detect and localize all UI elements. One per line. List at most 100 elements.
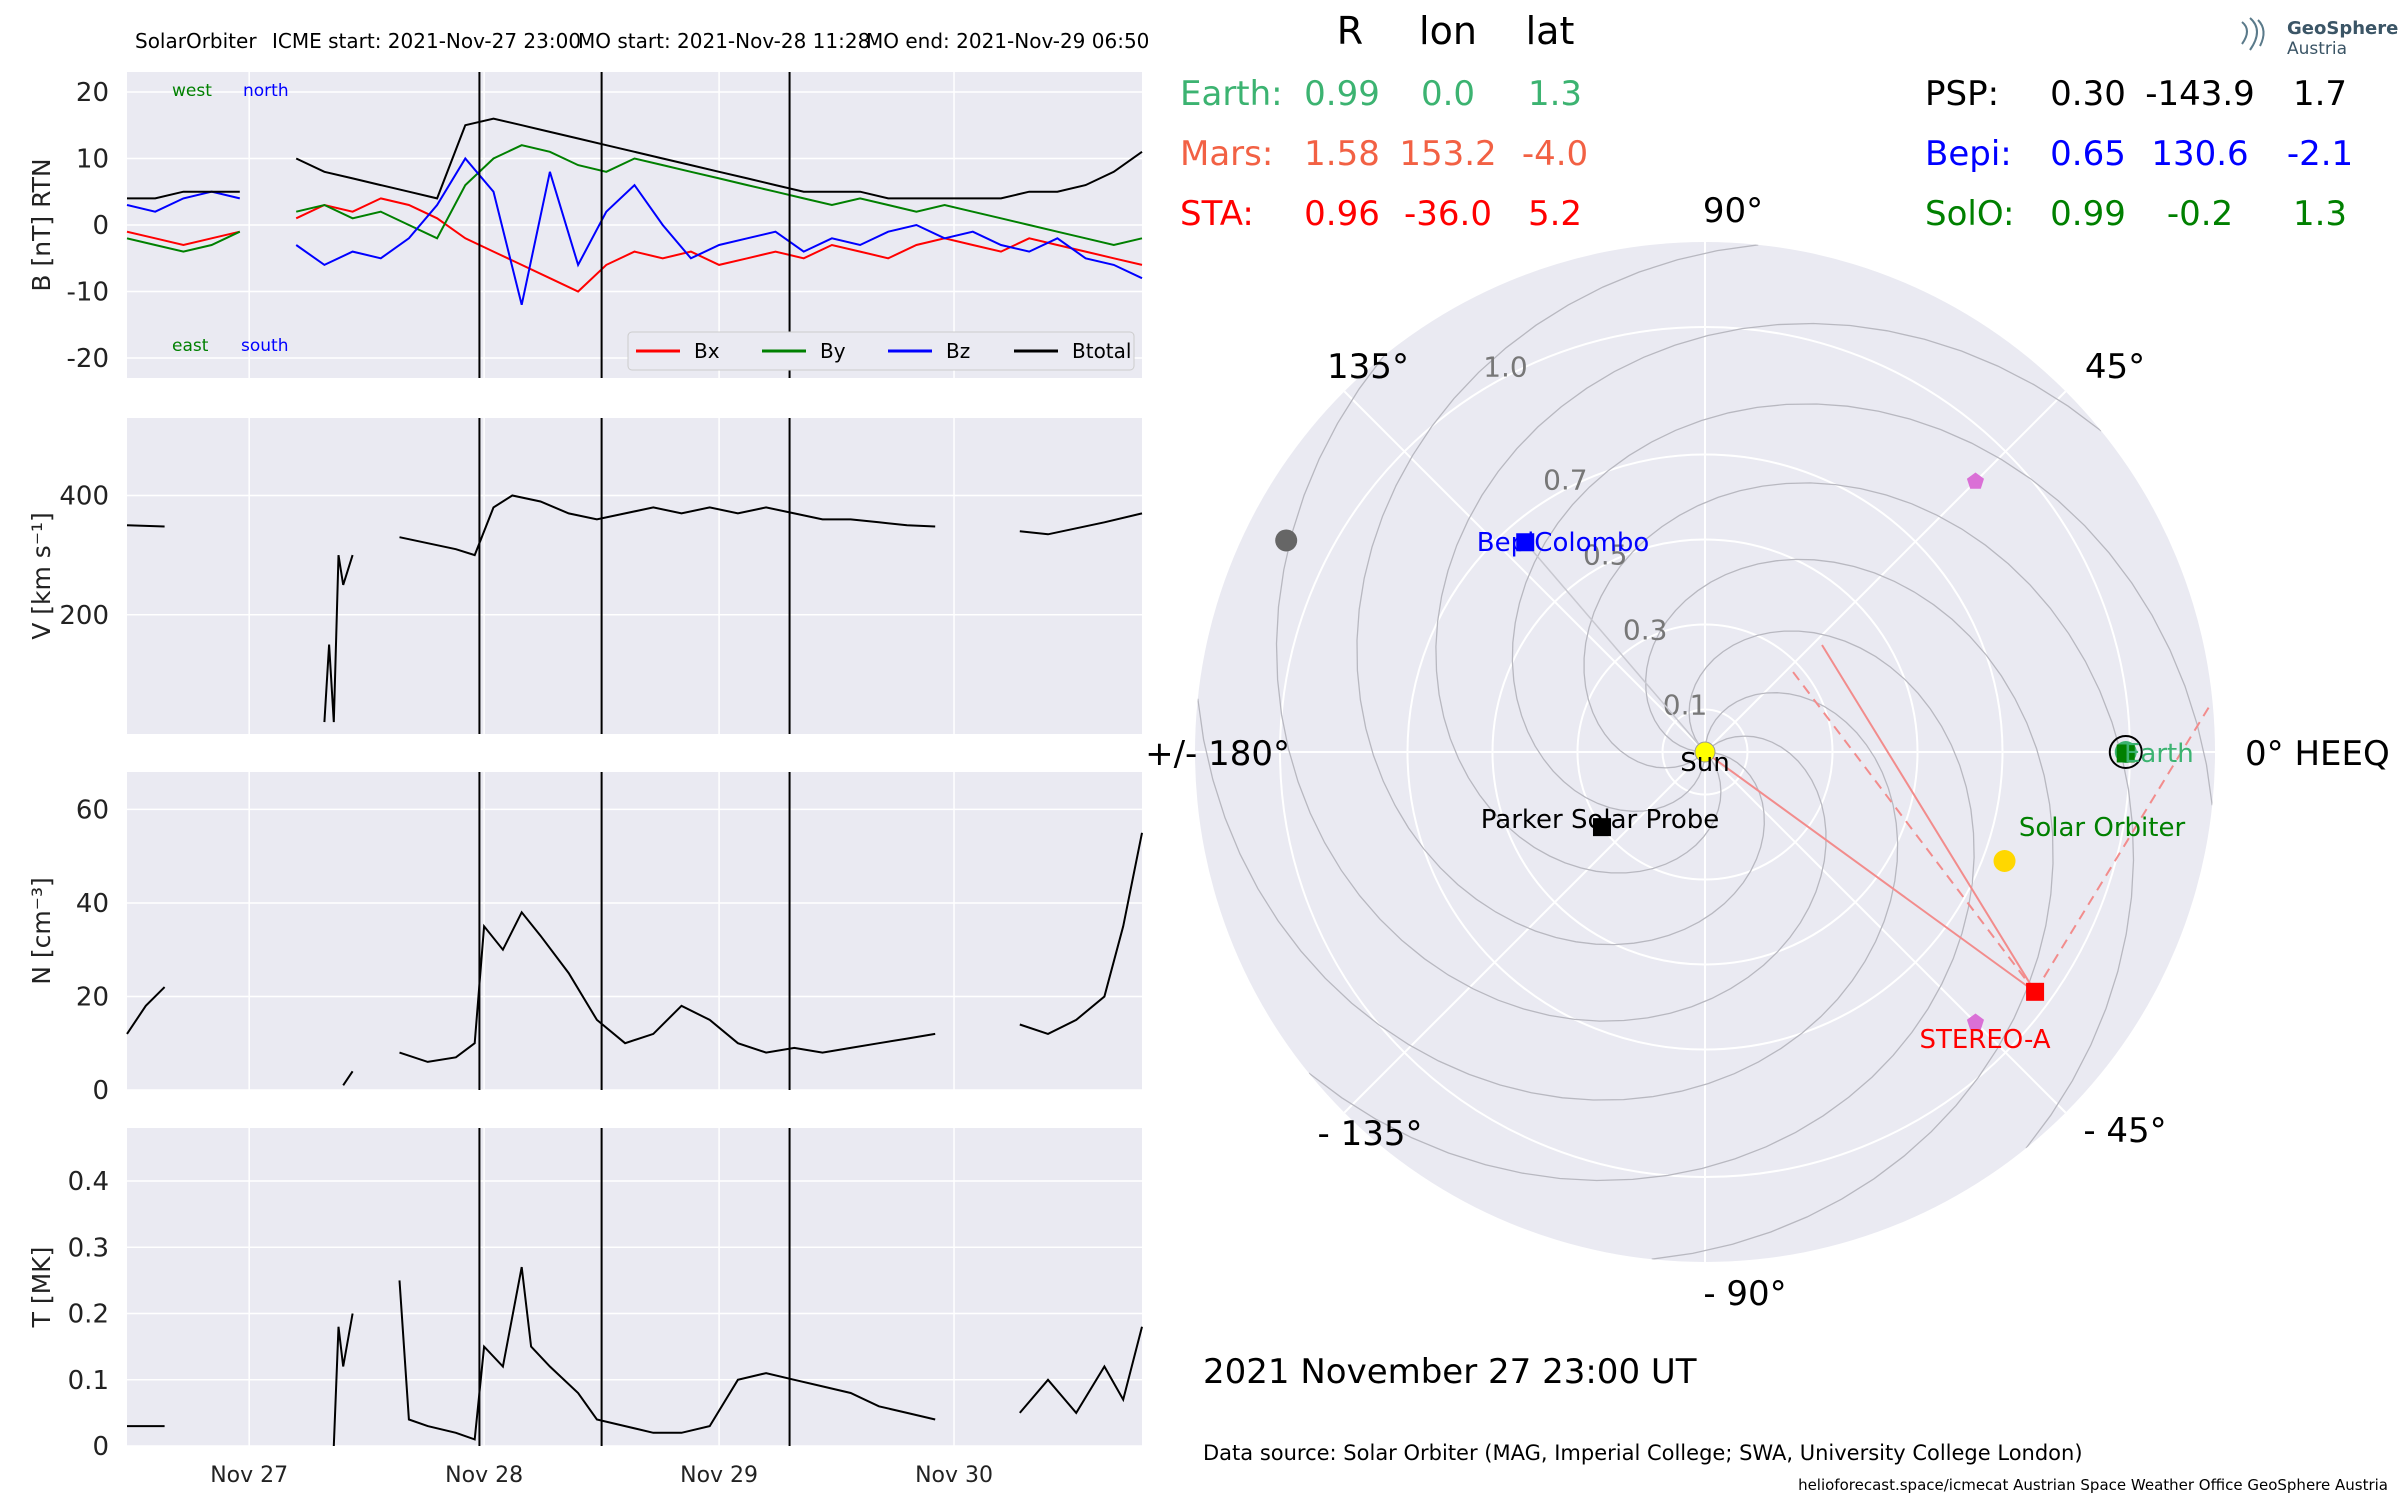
y-tick-label: 0.1 <box>68 1366 109 1396</box>
body-label: Parker Solar Probe <box>1481 805 1719 835</box>
spacecraft-label: SolarOrbiter <box>135 29 257 53</box>
spiral-line <box>1583 482 2135 1149</box>
y-axis-label: B [nT] RTN <box>27 158 56 291</box>
series-line-value <box>127 1266 1143 1447</box>
label-south: south <box>241 336 288 356</box>
panel-background <box>127 1128 1142 1446</box>
spiral-line <box>1275 355 1827 1022</box>
row-lon: 0.0 <box>1421 74 1475 114</box>
marker-marker <box>1966 1013 1984 1030</box>
panel-background <box>127 418 1142 734</box>
y-axis-label: N [cm⁻³] <box>27 877 56 984</box>
row-r: 0.99 <box>2050 194 2126 234</box>
bepi-sun-line <box>1524 541 1706 753</box>
earth-ring <box>2108 735 2143 769</box>
legend-label-bz: Bz <box>946 339 970 363</box>
radial-tick-label: 0.3 <box>1623 613 1668 646</box>
row-lon: -143.9 <box>2145 74 2255 114</box>
angle-label: - 90° <box>1703 1274 1786 1314</box>
y-tick-label: 0 <box>92 1432 109 1462</box>
angle-label: 45° <box>2085 347 2145 387</box>
footer-credits: helioforecast.space/icmecat Austrian Spa… <box>1798 1476 2388 1494</box>
stereo-a-marker <box>2026 982 2045 1001</box>
angle-label: 90° <box>1703 191 1763 231</box>
row-psp: PSP: 0.30 -143.9 1.7 <box>1925 74 2347 114</box>
series-line-value <box>126 832 1143 1086</box>
angle-label: 135° <box>1327 347 1409 387</box>
legend-box <box>627 331 1135 371</box>
mo-end-label: MO end: 2021-Nov-29 06:50 <box>866 29 1149 53</box>
spiral-line <box>1308 630 1975 1182</box>
sun-marker <box>1694 741 1716 763</box>
x-tick-label: Nov 29 <box>680 1463 758 1488</box>
row-name: STA: <box>1180 194 1254 234</box>
polar-position-plot: 90° 45° 0° HEEQ - 45° - 90° - 135° +/- 180° 135… <box>1145 191 2390 1314</box>
row-r: 0.99 <box>1304 74 1380 114</box>
series-line-value <box>126 494 1143 723</box>
row-earth: Earth: 0.99 0.0 1.3 <box>1180 74 1582 114</box>
row-lat: -4.0 <box>1522 134 1588 174</box>
row-lon: 153.2 <box>1399 134 1496 174</box>
y-tick-label: 20 <box>76 78 109 108</box>
y-tick-label: 60 <box>76 795 109 825</box>
row-mars: Mars: 1.58 153.2 -4.0 <box>1180 134 1588 174</box>
legend-label-btotal: Btotal <box>1072 339 1131 363</box>
x-tick-label: Nov 30 <box>915 1463 993 1488</box>
panel-3: 0 20 40 60 N [cm⁻³] <box>27 772 1143 1106</box>
body-label: STEREO-A <box>1919 1025 2050 1055</box>
parker-spirals <box>1197 244 2213 1260</box>
y-tick-label: 200 <box>59 601 109 631</box>
row-solo: SolO: 0.99 -0.2 1.3 <box>1925 194 2347 234</box>
row-r: 0.65 <box>2050 134 2126 174</box>
geosphere-logo: GeoSphere Austria <box>2241 17 2398 59</box>
angle-label: 0° HEEQ <box>2245 734 2390 774</box>
body-label: Solar Orbiter <box>2019 813 2186 843</box>
series-line-by <box>126 144 1143 253</box>
panel-4: 0 0.1 0.2 0.3 0.4 T [MK] Nov 27 Nov 28 Nov 29 Nov… <box>27 1128 1143 1488</box>
logo-swirl-icon <box>2241 17 2265 51</box>
angular-gridline <box>1343 390 1706 753</box>
mo-start-label: MO start: 2021-Nov-28 11:28 <box>578 29 870 53</box>
sta-sun-line <box>1704 751 2036 993</box>
marker-marker <box>1275 529 1298 552</box>
radial-tick-label: 0.7 <box>1543 463 1588 496</box>
row-lon: 130.6 <box>2151 134 2248 174</box>
body-label: Sun <box>1680 748 1729 778</box>
row-lat: 1.3 <box>2293 194 2347 234</box>
column-header-r: R <box>1337 9 1363 53</box>
y-tick-label: 400 <box>59 482 109 512</box>
radial-tick-label: 0.1 <box>1663 688 1708 721</box>
y-tick-label: -10 <box>67 278 109 308</box>
body-label: BepiColombo <box>1477 528 1650 558</box>
body-label: Earth <box>2124 739 2194 769</box>
label-north: north <box>243 81 289 101</box>
row-lat: 1.7 <box>2293 74 2347 114</box>
row-r: 1.58 <box>1304 134 1380 174</box>
marker-marker <box>1966 472 1984 489</box>
row-sta: STA: 0.96 -36.0 5.2 <box>1180 194 1582 234</box>
y-tick-label: 0.2 <box>68 1300 109 1330</box>
row-r: 0.96 <box>1304 194 1380 234</box>
marker-marker <box>1993 850 2016 873</box>
spiral-line <box>1435 322 2102 874</box>
series-line-btotal <box>127 117 1143 200</box>
y-tick-label: 0 <box>92 211 109 241</box>
legend-label-bx: Bx <box>694 339 720 363</box>
logo-text-line1: GeoSphere <box>2287 18 2398 39</box>
x-tick-label: Nov 27 <box>210 1463 288 1488</box>
series-line-bz <box>126 156 1143 306</box>
parker-solar-probe-marker <box>1592 818 1611 837</box>
x-tick-label: Nov 28 <box>445 1463 523 1488</box>
angular-gridline <box>1343 751 1706 1114</box>
row-bepi: Bepi: 0.65 130.6 -2.1 <box>1925 134 2353 174</box>
row-r: 0.30 <box>2050 74 2126 114</box>
row-name: Mars: <box>1180 134 1273 174</box>
row-lat: 5.2 <box>1528 194 1582 234</box>
spiral-line <box>1356 244 1765 946</box>
icme-start-label: ICME start: 2021-Nov-27 23:00 <box>272 29 581 53</box>
solar-orbiter-marker <box>2116 744 2135 763</box>
angular-gridline <box>1704 390 2067 753</box>
